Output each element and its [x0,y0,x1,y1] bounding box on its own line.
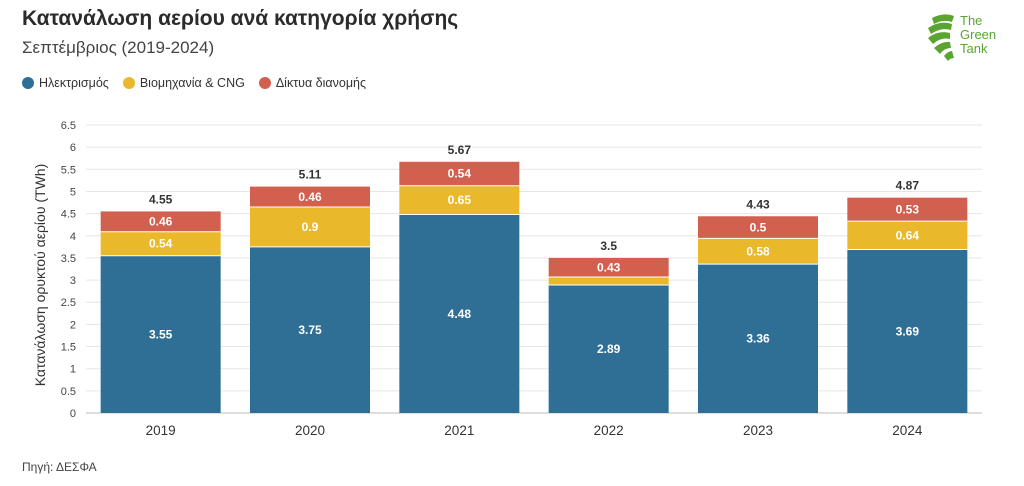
segment-value-label: 0.53 [896,202,920,216]
legend: Ηλεκτρισμός Βιομηχανία & CNG Δίκτυα διαν… [22,76,366,90]
segment-value-label: 0.54 [448,167,472,181]
bar-segment [250,186,370,207]
logo-line-3: Tank [960,41,988,56]
chart-subtitle: Σεπτέμβριος (2019-2024) [22,38,215,57]
x-tick-label: 2024 [892,423,923,438]
y-tick-label: 3 [70,275,76,287]
bar-segment [698,264,818,413]
legend-swatch-distribution [258,77,271,89]
y-tick-label: 0.5 [61,386,76,398]
bar-segment [847,249,968,413]
logo-line-2: Green [960,27,996,42]
segment-value-label: 0.64 [896,228,920,242]
bar-total-label: 4.87 [896,179,920,193]
segment-value-label: 0.5 [750,220,767,234]
bar-segment [698,216,818,239]
bar-segment [548,276,669,285]
segment-value-label: 3.36 [746,332,770,346]
bar-segment [100,231,221,256]
segment-value-label: 2.89 [597,342,621,356]
bar-total-label: 4.55 [149,192,173,206]
bar-segment [399,214,520,413]
bar-segment [250,206,370,247]
legend-swatch-industry [122,77,135,89]
segment-value-label: 3.75 [298,323,322,337]
x-tick-label: 2019 [146,423,176,438]
x-tick-label: 2021 [444,423,474,438]
y-tick-label: 6 [70,142,76,154]
segment-value-label: 0.43 [597,260,621,274]
segment-value-label: 0.9 [302,220,319,234]
y-tick-label: 1 [70,364,76,376]
leaf-grid-icon [928,14,954,61]
segment-value-label: 0.65 [448,193,472,207]
bar-total-label: 5.11 [299,168,322,182]
y-tick-label: 5 [70,186,76,198]
y-tick-label: 5.5 [61,164,76,176]
y-tick-label: 4 [70,231,76,243]
segment-value-label: 4.48 [448,307,472,321]
legend-item-distribution[interactable]: Δίκτυα διανομής [258,76,367,90]
bar-segment [548,257,669,277]
bar-segment [847,221,968,250]
segment-value-label: 0.58 [746,244,770,258]
bar-segment [399,185,520,215]
x-tick-label: 2022 [594,423,624,438]
y-tick-label: 1.5 [61,342,76,354]
legend-item-electricity[interactable]: Ηλεκτρισμός [22,76,109,90]
legend-label-industry: Βιομηχανία & CNG [139,76,245,90]
bar-total-label: 5.67 [448,143,472,157]
bar-segment [847,197,968,222]
x-tick-label: 2023 [743,423,773,438]
legend-item-industry[interactable]: Βιομηχανία & CNG [122,76,245,90]
green-tank-logo: The Green Tank [928,13,996,61]
bar-segment [100,211,221,232]
bar-total-label: 3.5 [600,239,617,253]
bar-segment [698,238,818,265]
source-note: Πηγή: ΔΕΣΦΑ [22,460,97,474]
segment-value-label: 3.69 [896,324,920,338]
segment-value-label: 0.46 [149,215,173,229]
bar-segment [548,284,669,413]
y-tick-label: 3.5 [61,253,76,265]
bar-total-label: 4.43 [746,197,770,211]
y-tick-label: 6.5 [61,120,76,132]
bar-segment [250,246,370,413]
segment-value-label: 3.55 [149,327,173,341]
segment-value-label: 0.54 [149,237,173,251]
y-tick-label: 0 [70,408,76,420]
y-axis-label: Κατανάλωση ορυκτού αερίου (TWh) [32,164,48,387]
x-tick-label: 2020 [295,423,325,438]
y-tick-label: 2 [70,319,76,331]
bar-segment [100,255,221,413]
legend-label-distribution: Δίκτυα διανομής [275,76,367,90]
chart-title: Κατανάλωση αερίου ανά κατηγορία χρήσης [22,7,459,30]
legend-swatch-electricity [22,77,34,89]
bar-segment [399,161,520,186]
segment-value-label: 0.46 [298,190,322,204]
y-tick-label: 4.5 [61,209,76,221]
legend-label-electricity: Ηλεκτρισμός [39,76,109,90]
y-tick-label: 2.5 [61,297,76,309]
logo-line-1: The [960,13,982,28]
